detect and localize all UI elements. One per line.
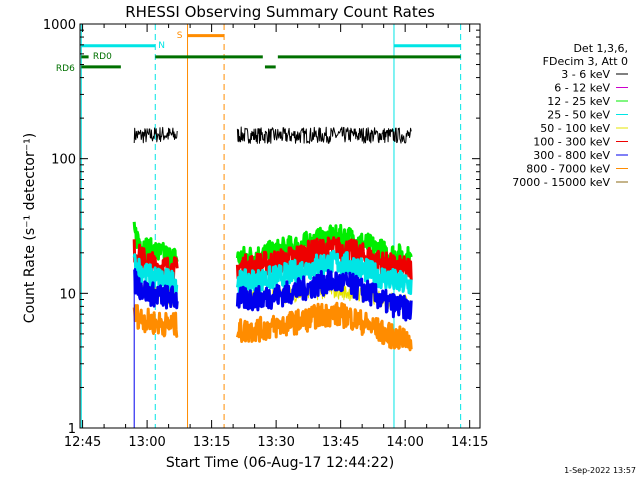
footer-timestamp: 1-Sep-2022 13:57 [564, 466, 636, 475]
legend-header-0: Det 1,3,6, [573, 42, 628, 55]
flag-s: S [177, 31, 225, 41]
status-flags: N S RD0 RD6 [56, 31, 461, 74]
flag-rd6: RD6 [56, 64, 276, 74]
series-6 [132, 301, 413, 352]
y-tick-label-0: 1 [68, 422, 76, 437]
y-tick-label-2: 100 [51, 153, 76, 168]
legend-label-4: 50 - 100 keV [540, 122, 610, 135]
x-tick-label-0: 12:45 [64, 435, 101, 450]
series-layer [132, 126, 413, 428]
series-0-segment-1 [236, 126, 412, 144]
flag-label-n: N [158, 41, 165, 51]
legend-label-8: 7000 - 15000 keV [512, 176, 610, 189]
series-6-segment-1 [235, 301, 413, 352]
y-axis-label: Count Rate (s⁻¹ detector⁻¹) [22, 133, 38, 323]
x-tick-label-5: 14:00 [386, 435, 423, 450]
y-tick-label-3: 1000 [43, 18, 76, 33]
flag-n: N [81, 41, 461, 51]
flag-label-rd6: RD6 [56, 64, 75, 74]
axes: 1 10 100 1000 12:45 13:00 13:15 13:30 13:45 14:00… [43, 18, 489, 450]
series-0-segment-0 [133, 126, 178, 144]
plot-frame [79, 23, 481, 429]
legend-label-2: 12 - 25 keV [547, 95, 610, 108]
x-tick-label-2: 13:15 [193, 435, 230, 450]
flag-rd0: RD0 [81, 52, 461, 62]
x-axis-label: Start Time (06-Aug-17 12:44:22) [166, 455, 394, 471]
series-5-segment-0 [133, 268, 179, 310]
x-tick-label-4: 13:45 [322, 435, 359, 450]
chart-title: RHESSI Observing Summary Count Rates [125, 3, 435, 21]
legend-label-7: 800 - 7000 keV [526, 163, 610, 176]
legend-header-1: FDecim 3, Att 0 [543, 55, 628, 68]
legend-label-6: 300 - 800 keV [533, 149, 610, 162]
legend-label-3: 25 - 50 keV [547, 109, 610, 122]
x-tick-label-3: 13:30 [257, 435, 294, 450]
flag-label-s: S [177, 31, 183, 41]
series-3-segment-1 [235, 249, 413, 296]
plot-area [80, 24, 462, 428]
flag-label-rd0: RD0 [93, 52, 112, 62]
series-5-segment-1 [235, 269, 413, 322]
series-5 [133, 268, 413, 322]
y-tick-label-1: 10 [59, 287, 76, 302]
legend-label-5: 100 - 300 keV [533, 136, 610, 149]
legend-label-1: 6 - 12 keV [554, 82, 610, 95]
x-tick-label-1: 13:00 [128, 435, 165, 450]
series-6-segment-0 [132, 304, 179, 338]
x-tick-label-6: 14:15 [451, 435, 488, 450]
series-0 [133, 126, 412, 144]
legend-label-0: 3 - 6 keV [561, 68, 610, 81]
